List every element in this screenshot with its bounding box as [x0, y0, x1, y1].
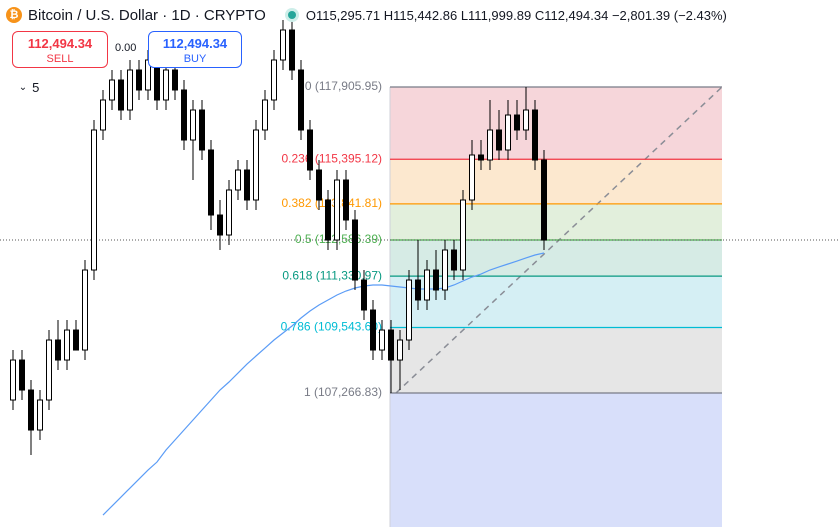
candle-body [505, 114, 511, 151]
candle-body [190, 109, 196, 141]
buy-button[interactable]: 112,494.34 BUY [148, 31, 242, 68]
candle-body [442, 249, 448, 291]
candle-body [343, 179, 349, 221]
candle-body [82, 269, 88, 351]
candle-body [352, 219, 358, 281]
buy-price: 112,494.34 [162, 36, 228, 51]
candle-body [172, 69, 178, 91]
fib-label: 0.236 (115,395.12) [281, 151, 382, 165]
candle-body [361, 279, 367, 311]
candle-body [496, 129, 502, 151]
candle-body [100, 99, 106, 131]
candle-body [523, 109, 529, 131]
candle-body [235, 169, 241, 191]
quantity[interactable]: ⌄ 5 [12, 78, 46, 97]
ohlc: O115,295.71 H115,442.86 L111,999.89 C112… [305, 7, 727, 23]
low: L111,999.89 [460, 7, 532, 23]
sell-price: 112,494.34 [27, 36, 93, 51]
candle-body [325, 199, 331, 241]
candle-body [514, 114, 520, 131]
fib-band [390, 327, 722, 393]
candle-body [91, 129, 97, 271]
candle-body [334, 179, 340, 241]
symbol: Bitcoin / U.S. Dollar · 1D · CRYPTO [28, 6, 266, 24]
candle-body [307, 129, 313, 171]
candle-body [37, 399, 43, 431]
candle-body [253, 129, 259, 201]
sell-label: SELL [46, 53, 74, 65]
fib-label: 1 (107,266.83) [304, 385, 382, 399]
candle-body [478, 154, 484, 161]
spread: 0.00 [115, 42, 137, 54]
candle-body [298, 69, 304, 131]
change: −2,801.39 (−2.43%) [611, 7, 727, 23]
candle-body [316, 169, 322, 201]
coin-icon: ₿ [6, 7, 22, 23]
candle-body [397, 339, 403, 361]
sell-button[interactable]: 112,494.34 SELL [12, 31, 108, 68]
candle-body [217, 214, 223, 236]
fib-band [390, 159, 722, 204]
fib-band [390, 87, 722, 160]
candle-body [262, 99, 268, 131]
candle-body [451, 249, 457, 271]
fib-band [390, 240, 722, 277]
open: O115,295.71 [305, 7, 381, 23]
candle-body [73, 329, 79, 351]
fib-label: 0.618 (111,330.97) [282, 268, 382, 282]
candle-body [163, 69, 169, 101]
candle-body [19, 359, 25, 391]
candle-body [271, 59, 277, 101]
close: C112,494.34 [534, 7, 609, 23]
candle-body [532, 109, 538, 161]
fib-band [390, 276, 722, 328]
candle-body [10, 359, 16, 401]
buy-label: BUY [183, 53, 207, 65]
fib-label: 0.382 (113,841.81) [281, 196, 382, 210]
candle-body [460, 199, 466, 271]
candle-body [388, 329, 394, 361]
candle-body [487, 129, 493, 161]
candle-body [379, 329, 385, 351]
candle-body [28, 389, 34, 431]
candle-body [136, 69, 142, 91]
candle-body [55, 339, 61, 361]
candle-body [118, 79, 124, 111]
header: ₿ Bitcoin / U.S. Dollar · 1D · CRYPTO O1… [6, 4, 727, 26]
candle-body [415, 279, 421, 301]
candle-body [541, 159, 547, 241]
quantity-value: 5 [32, 80, 40, 95]
moving-average [102, 252, 545, 516]
candle-body [208, 149, 214, 216]
fib-band [390, 393, 722, 527]
candle-body [226, 189, 232, 236]
candle-body [433, 269, 439, 291]
candle-body [46, 339, 52, 401]
candle-body [424, 269, 430, 301]
status-dot [287, 11, 296, 19]
fib-label: 0 (117,905.95) [305, 79, 382, 93]
candle-body [64, 329, 70, 361]
candle-body [289, 29, 295, 71]
fib-band [390, 203, 722, 240]
candle-body [127, 69, 133, 111]
high: H115,442.86 [383, 7, 458, 23]
candle-body [280, 29, 286, 61]
chevron: ⌄ [18, 82, 28, 93]
fib-label: 0.786 (109,543.60) [281, 320, 382, 334]
candle-body [244, 169, 250, 201]
candle-body [370, 309, 376, 351]
candle-body [406, 279, 412, 341]
candle-body [469, 154, 475, 201]
candle-body [199, 109, 205, 151]
candle-body [181, 89, 187, 141]
candle-body [109, 79, 115, 101]
